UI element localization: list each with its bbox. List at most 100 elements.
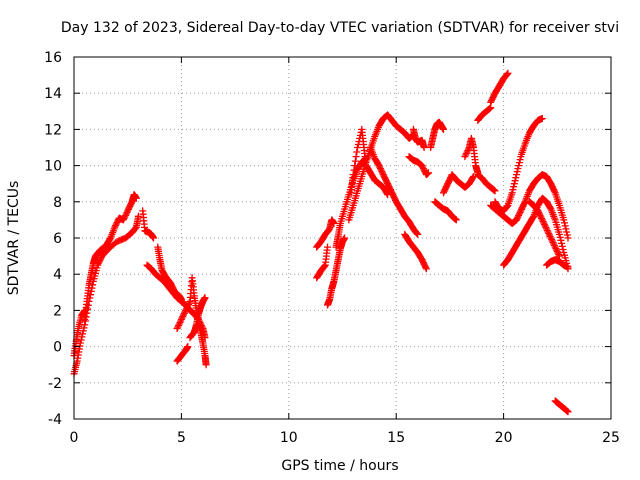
data-point-marker bbox=[443, 181, 451, 189]
data-point-marker bbox=[351, 162, 359, 170]
data-point-marker bbox=[510, 180, 518, 188]
data-point-marker bbox=[386, 184, 394, 192]
x-tick-label: 15 bbox=[387, 430, 405, 446]
data-point-marker bbox=[545, 231, 553, 239]
data-point-marker bbox=[122, 211, 130, 219]
data-point-marker bbox=[558, 242, 566, 250]
data-point-marker bbox=[562, 225, 570, 233]
data-point-marker bbox=[536, 211, 544, 219]
data-point-marker bbox=[321, 262, 329, 270]
data-point-marker bbox=[125, 204, 133, 212]
data-point-marker bbox=[488, 95, 496, 103]
data-point-marker bbox=[441, 186, 449, 194]
data-point-marker bbox=[351, 157, 359, 165]
data-point-marker bbox=[341, 234, 349, 242]
data-point-marker bbox=[546, 233, 554, 240]
data-point-marker bbox=[513, 171, 520, 179]
data-point-marker bbox=[420, 166, 428, 174]
data-point-marker bbox=[377, 166, 385, 174]
data-point-marker bbox=[544, 228, 552, 236]
data-point-marker bbox=[354, 144, 361, 151]
data-point-marker bbox=[551, 243, 559, 251]
x-tick-label: 20 bbox=[495, 430, 513, 446]
data-point-marker bbox=[554, 249, 562, 257]
y-tick-label: -2 bbox=[48, 376, 62, 392]
data-point-marker bbox=[561, 222, 569, 230]
data-point-marker bbox=[516, 156, 524, 164]
data-point-marker bbox=[330, 220, 338, 227]
data-point-marker bbox=[376, 163, 384, 171]
data-point-marker bbox=[461, 153, 469, 161]
data-point-marker bbox=[184, 343, 192, 351]
data-point-marker bbox=[420, 144, 428, 151]
data-point-marker bbox=[469, 174, 477, 182]
data-point-marker bbox=[150, 234, 157, 242]
data-point-marker bbox=[379, 169, 387, 177]
data-point-marker bbox=[382, 177, 390, 185]
data-point-marker bbox=[552, 245, 560, 253]
data-point-marker bbox=[529, 214, 537, 221]
data-point-marker bbox=[175, 322, 182, 329]
data-point-marker bbox=[539, 217, 547, 225]
data-point-marker bbox=[413, 230, 421, 237]
data-point-marker bbox=[419, 259, 427, 267]
data-point-marker bbox=[557, 236, 565, 244]
data-point-marker bbox=[515, 211, 523, 219]
data-point-marker bbox=[384, 180, 392, 188]
data-point-marker bbox=[546, 204, 554, 212]
data-point-marker bbox=[553, 246, 561, 254]
data-point-marker bbox=[174, 323, 182, 331]
data-point-marker bbox=[452, 216, 460, 224]
data-point-marker bbox=[559, 246, 567, 253]
data-point-marker bbox=[120, 214, 128, 222]
data-point-marker bbox=[111, 223, 119, 231]
data-point-marker bbox=[185, 300, 193, 308]
data-point-marker bbox=[542, 223, 550, 231]
data-point-marker bbox=[113, 219, 121, 227]
data-point-marker bbox=[77, 336, 85, 344]
data-point-marker bbox=[540, 220, 548, 228]
data-point-marker bbox=[548, 181, 556, 189]
data-point-marker bbox=[491, 187, 499, 195]
y-tick-label: -4 bbox=[48, 412, 62, 428]
data-point-marker bbox=[548, 237, 556, 245]
y-tick-label: 0 bbox=[53, 340, 62, 356]
data-point-marker bbox=[419, 257, 427, 265]
data-point-marker bbox=[184, 302, 192, 310]
data-point-marker bbox=[388, 189, 396, 197]
data-point-marker bbox=[534, 207, 542, 215]
data-point-marker bbox=[112, 222, 119, 230]
data-point-marker bbox=[421, 262, 429, 270]
data-point-marker bbox=[538, 216, 546, 224]
data-point-marker bbox=[556, 233, 564, 241]
data-point-marker bbox=[553, 248, 561, 256]
data-point-marker bbox=[418, 256, 426, 264]
data-point-marker bbox=[177, 315, 185, 323]
data-point-marker bbox=[168, 282, 176, 290]
data-point-marker bbox=[462, 151, 470, 159]
data-point-marker bbox=[418, 162, 426, 170]
data-point-marker bbox=[182, 306, 190, 314]
data-point-marker bbox=[537, 213, 545, 221]
data-point-marker bbox=[177, 296, 185, 303]
data-point-marker bbox=[126, 202, 134, 210]
data-point-marker bbox=[375, 162, 383, 170]
data-point-marker bbox=[520, 199, 528, 207]
data-point-marker bbox=[419, 165, 427, 173]
data-point-marker bbox=[558, 239, 566, 247]
data-point-marker bbox=[547, 180, 555, 188]
data-point-marker bbox=[440, 189, 447, 197]
data-point-marker bbox=[173, 325, 181, 332]
data-point-marker bbox=[352, 153, 360, 161]
data-point-marker bbox=[183, 303, 191, 311]
data-point-marker bbox=[548, 183, 556, 191]
data-point-marker bbox=[119, 216, 127, 224]
data-point-marker bbox=[169, 284, 177, 292]
data-point-marker bbox=[202, 361, 210, 369]
y-tick-label: 4 bbox=[53, 267, 62, 283]
data-point-marker bbox=[535, 208, 543, 216]
data-point-marker bbox=[540, 219, 548, 227]
x-tick-label: 5 bbox=[177, 430, 186, 446]
data-point-marker bbox=[445, 178, 452, 186]
